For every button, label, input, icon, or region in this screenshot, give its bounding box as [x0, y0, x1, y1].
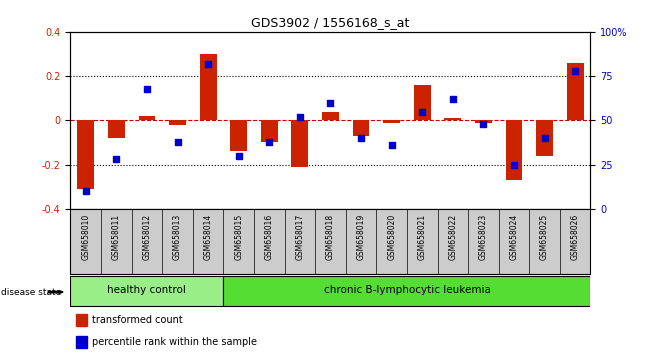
- Text: GSM658014: GSM658014: [203, 213, 213, 260]
- Point: [509, 162, 519, 167]
- Text: GSM658021: GSM658021: [418, 213, 427, 259]
- Bar: [383, 120, 400, 122]
- Text: GSM658011: GSM658011: [112, 213, 121, 259]
- Point: [295, 114, 305, 120]
- Point: [234, 153, 244, 159]
- Bar: [567, 63, 584, 120]
- Point: [325, 100, 336, 105]
- Bar: [230, 120, 247, 152]
- Text: GSM658020: GSM658020: [387, 213, 396, 260]
- Bar: [291, 120, 308, 167]
- Text: chronic B-lymphocytic leukemia: chronic B-lymphocytic leukemia: [323, 285, 491, 296]
- Point: [203, 61, 213, 67]
- Text: GSM658018: GSM658018: [326, 213, 335, 259]
- Text: GSM658012: GSM658012: [142, 213, 152, 259]
- Point: [172, 139, 183, 144]
- Bar: [169, 120, 186, 125]
- Text: GSM658025: GSM658025: [540, 213, 549, 260]
- Bar: [322, 112, 339, 120]
- Text: GSM658023: GSM658023: [479, 213, 488, 260]
- Point: [448, 96, 458, 102]
- Text: transformed count: transformed count: [93, 315, 183, 325]
- Bar: [475, 120, 492, 122]
- Text: disease state: disease state: [1, 287, 62, 297]
- Text: GSM658010: GSM658010: [81, 213, 91, 260]
- Bar: [353, 120, 370, 136]
- Bar: [223, 276, 590, 306]
- Bar: [76, 336, 87, 348]
- Bar: [108, 120, 125, 138]
- Text: GSM658016: GSM658016: [265, 213, 274, 260]
- Text: GSM658026: GSM658026: [570, 213, 580, 260]
- Bar: [200, 54, 217, 120]
- Point: [111, 156, 121, 162]
- Bar: [536, 120, 553, 156]
- Bar: [414, 85, 431, 120]
- Point: [417, 109, 427, 114]
- Text: GSM658024: GSM658024: [509, 213, 519, 260]
- Text: GSM658019: GSM658019: [356, 213, 366, 260]
- Bar: [76, 314, 87, 326]
- Point: [356, 135, 366, 141]
- Bar: [70, 276, 223, 306]
- Bar: [444, 118, 461, 120]
- Bar: [505, 120, 523, 180]
- Point: [264, 139, 274, 144]
- Point: [386, 142, 397, 148]
- Point: [570, 68, 580, 74]
- Text: percentile rank within the sample: percentile rank within the sample: [93, 337, 257, 347]
- Text: healthy control: healthy control: [107, 285, 187, 296]
- Point: [539, 135, 550, 141]
- Bar: [138, 116, 156, 120]
- Point: [478, 121, 488, 127]
- Point: [81, 188, 91, 194]
- Text: GSM658022: GSM658022: [448, 213, 458, 259]
- Text: GSM658013: GSM658013: [173, 213, 182, 260]
- Bar: [77, 120, 94, 189]
- Text: GSM658015: GSM658015: [234, 213, 243, 260]
- Point: [142, 86, 152, 91]
- Bar: [261, 120, 278, 143]
- Text: GSM658017: GSM658017: [295, 213, 305, 260]
- Title: GDS3902 / 1556168_s_at: GDS3902 / 1556168_s_at: [251, 16, 410, 29]
